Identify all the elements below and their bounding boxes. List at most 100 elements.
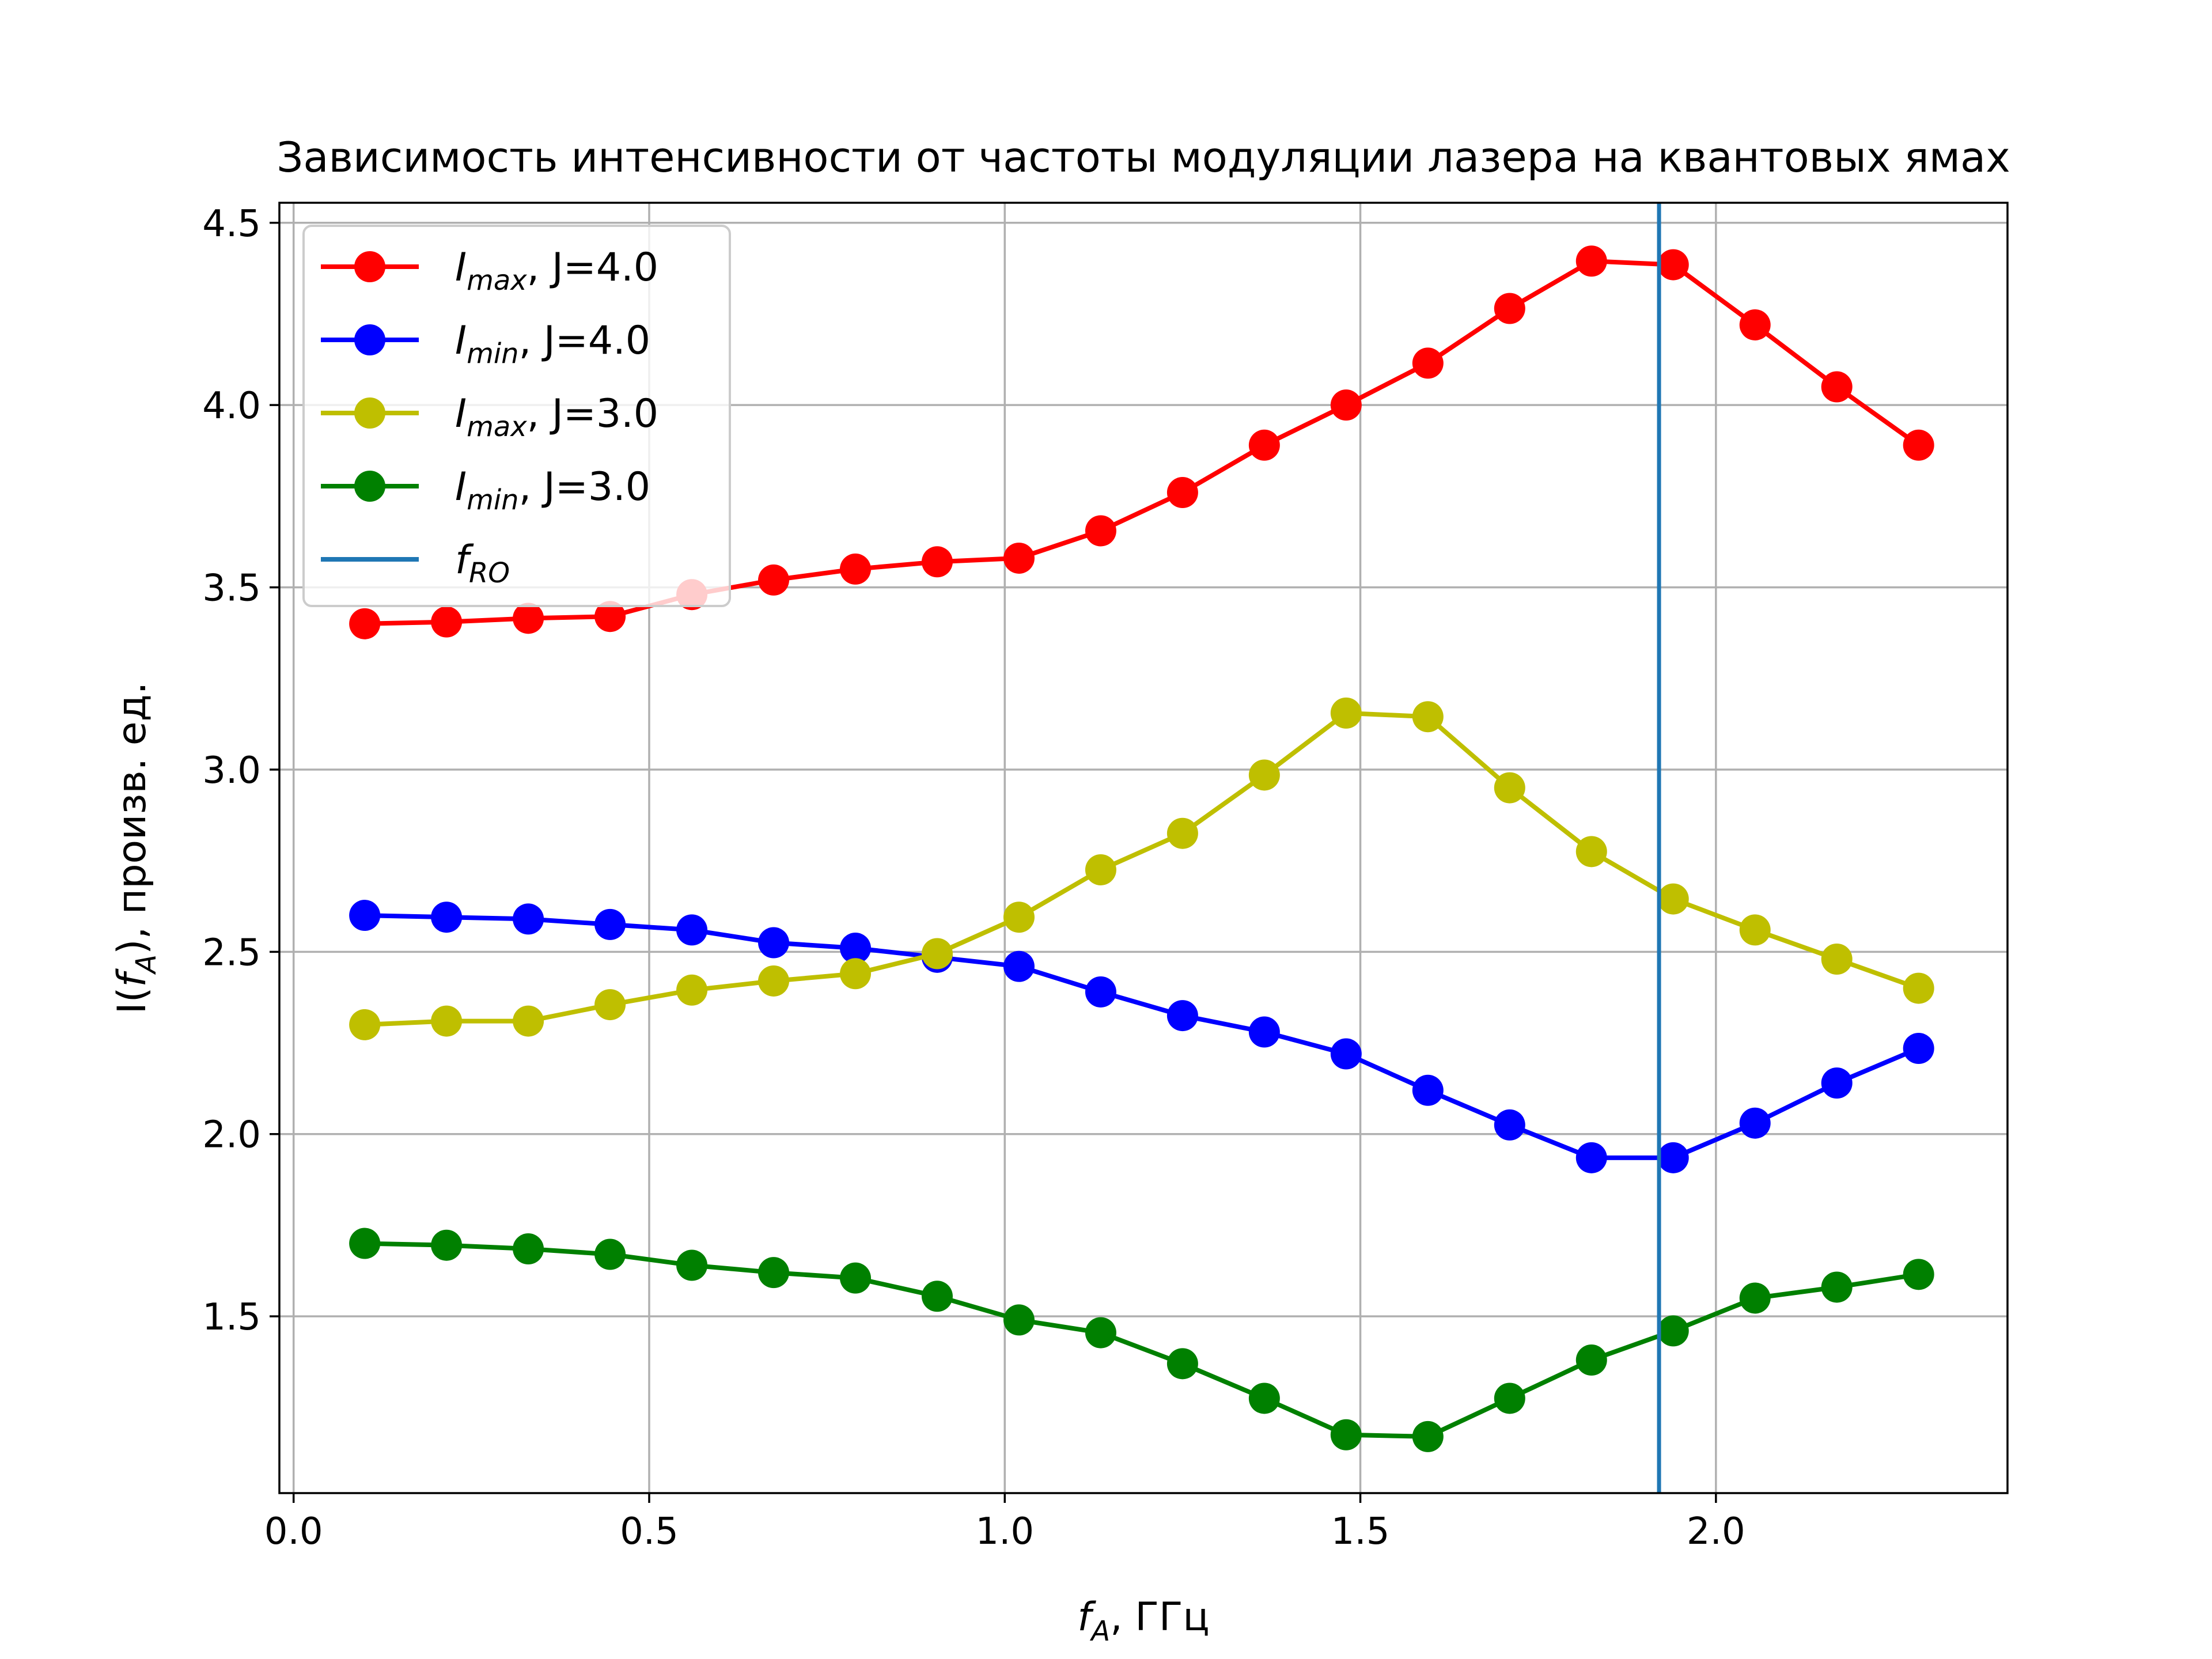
data-point [676, 1249, 708, 1281]
data-point [1166, 817, 1198, 849]
legend: Imax, J=4.0 Imin, J=4.0 Imax, J=3.0 Imin… [302, 225, 731, 607]
axis-ticks: 0.0 0.5 1.0 1.5 2.0 1.5 2.0 2.5 3.0 3.5 4.0 4.5 [202, 203, 1745, 1553]
x-tick-label: 1.5 [1331, 1510, 1390, 1553]
data-point [1739, 1282, 1771, 1314]
data-point [1739, 309, 1771, 340]
data-point [1412, 701, 1444, 733]
data-point [594, 989, 626, 1021]
data-point [1821, 1271, 1853, 1303]
data-point [1248, 429, 1280, 461]
plot-frame [278, 202, 2009, 1494]
data-point [431, 902, 463, 933]
chart-title: Зависимость интенсивности от частоты мод… [276, 133, 2010, 181]
x-tick-label: 0.0 [264, 1510, 323, 1553]
data-point [1248, 759, 1280, 791]
data-point [1003, 1304, 1035, 1336]
data-point [1575, 245, 1607, 277]
data-point [1248, 1016, 1280, 1048]
data-point [349, 1228, 381, 1259]
data-point [1575, 1344, 1607, 1376]
legend-item-imin-j3: Imin, J=3.0 [321, 464, 650, 516]
data-point [1494, 293, 1525, 324]
legend-marker-imax-j3 [354, 397, 385, 429]
legend-label-imin-j4: Imin, J=4.0 [455, 318, 650, 370]
data-point [431, 1005, 463, 1037]
legend-marker-imax-j4 [354, 251, 385, 282]
data-point [513, 603, 544, 634]
legend-label-imax-j3: Imax, J=3.0 [455, 391, 658, 443]
data-point [1657, 249, 1689, 281]
y-tick-label: 3.5 [202, 567, 261, 610]
x-tick-label: 0.5 [620, 1510, 679, 1553]
data-point [758, 927, 790, 959]
legend-item-imax-j3: Imax, J=3.0 [321, 391, 658, 443]
data-point [1248, 1382, 1280, 1414]
data-point [676, 914, 708, 946]
data-point [1903, 972, 1934, 1004]
data-point [431, 1229, 463, 1261]
data-point [349, 900, 381, 931]
data-point [513, 903, 544, 935]
data-point [594, 601, 626, 632]
data-point [1494, 1382, 1525, 1414]
data-point [1575, 836, 1607, 868]
data-point [1821, 371, 1853, 403]
data-point [594, 908, 626, 940]
data-point [921, 938, 953, 969]
data-point [676, 974, 708, 1006]
data-point [431, 606, 463, 638]
data-point [349, 608, 381, 639]
series-2 [349, 900, 1934, 1173]
data-point [1412, 347, 1444, 379]
data-point [1003, 542, 1035, 574]
data-point [840, 958, 871, 990]
data-point [1739, 914, 1771, 946]
data-point [840, 553, 871, 585]
data-point [758, 564, 790, 596]
data-point [1657, 1142, 1689, 1173]
legend-label-imin-j3: Imin, J=3.0 [455, 464, 650, 516]
data-point [1412, 1421, 1444, 1452]
data-point [921, 546, 953, 578]
data-point [513, 1005, 544, 1037]
data-point [1330, 1038, 1362, 1070]
data-point [1903, 429, 1934, 461]
legend-item-imin-j4: Imin, J=4.0 [321, 318, 650, 370]
data-point [921, 1281, 953, 1312]
data-point [1412, 1074, 1444, 1106]
legend-item-imax-j4: Imax, J=4.0 [321, 245, 658, 297]
data-point [1085, 1317, 1116, 1349]
data-point [1085, 854, 1116, 885]
data-point [594, 1238, 626, 1270]
data-point [1330, 697, 1362, 729]
data-point [1003, 902, 1035, 933]
data-point [1739, 1107, 1771, 1139]
data-point [1166, 1000, 1198, 1032]
data-point [513, 1233, 544, 1265]
y-tick-label: 3.0 [202, 749, 261, 792]
data-point [1657, 1315, 1689, 1347]
data-point [1575, 1142, 1607, 1173]
legend-box [302, 225, 731, 607]
legend-label-imax-j4: Imax, J=4.0 [455, 245, 658, 297]
grid [279, 203, 2008, 1493]
legend-item-f-ro: fRO [321, 537, 510, 589]
x-tick-label: 1.0 [975, 1510, 1034, 1553]
y-tick-label: 1.5 [202, 1296, 261, 1339]
data-point [1494, 772, 1525, 804]
data-point [1330, 1419, 1362, 1450]
data-point [758, 1257, 790, 1289]
data-point [1330, 389, 1362, 421]
data-point [349, 1009, 381, 1040]
data-point [758, 965, 790, 997]
x-tick-label: 2.0 [1687, 1510, 1745, 1553]
y-tick-label: 2.5 [202, 931, 261, 974]
data-point [1003, 950, 1035, 982]
legend-label-f-ro: fRO [455, 537, 510, 589]
legend-marker-imin-j4 [354, 324, 385, 355]
y-tick-label: 4.0 [202, 385, 261, 427]
data-point [1494, 1109, 1525, 1141]
data-point [1166, 477, 1198, 509]
series-4 [349, 1228, 1934, 1452]
